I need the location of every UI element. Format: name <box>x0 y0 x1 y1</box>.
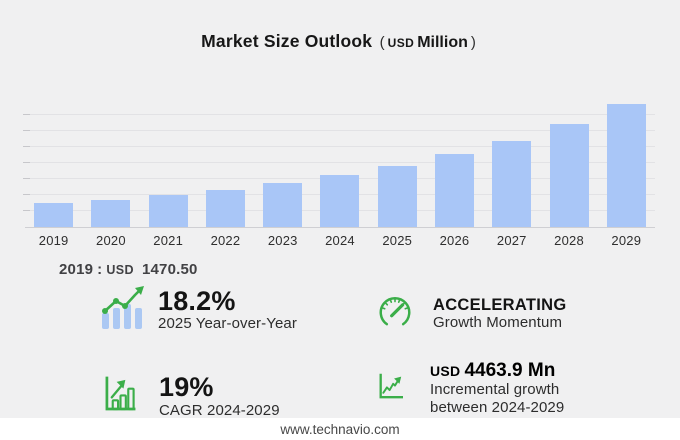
bar-2025 <box>377 165 417 227</box>
x-axis-label-2023: 2023 <box>267 233 298 248</box>
title-open-paren: ( <box>379 34 385 51</box>
stat-momentum-value: ACCELERATING <box>433 295 567 314</box>
x-axis-label-2025: 2025 <box>382 233 413 248</box>
bar-2026 <box>434 154 474 227</box>
base-year-separator: : <box>97 261 103 278</box>
bar-band-2021 <box>140 95 197 227</box>
gridline-5000 <box>23 145 655 147</box>
x-axis-label-2026: 2026 <box>439 233 470 248</box>
footer-bar: www.technavio.com <box>0 418 680 440</box>
bar-band-2028 <box>540 95 597 227</box>
bar-band-2029 <box>598 95 655 227</box>
bar-2022 <box>205 189 245 227</box>
bar-2027 <box>492 140 532 227</box>
bar-band-2027 <box>483 95 540 227</box>
bar-series <box>25 95 655 227</box>
stat-yoy-value: 18.2% <box>158 285 236 316</box>
bar-2023 <box>263 182 303 227</box>
website-url: www.technavio.com <box>280 421 400 437</box>
x-axis: 2019 2020 2021 2022 2023 2024 2025 2026 2027 2028… <box>25 233 655 248</box>
bar-2019 <box>34 203 74 227</box>
chart-title: Market Size Outlook (USD Million) <box>0 31 680 52</box>
gridline-7000 <box>23 113 655 115</box>
stat-momentum: ACCELERATING Growth Momentum <box>376 294 566 334</box>
title-close-paren: ) <box>470 34 476 51</box>
base-year: 2019 <box>59 261 94 278</box>
title-unit: Million <box>417 34 468 51</box>
bar-band-2019 <box>25 95 82 227</box>
growth-bars-icon <box>104 376 137 417</box>
base-year-annotation: 2019: USD 1470.50 <box>59 261 198 278</box>
stat-cagr: 19% CAGR 2024-2029 <box>104 372 280 420</box>
base-year-currency: USD <box>106 263 134 277</box>
bar-band-2025 <box>369 95 426 227</box>
stat-incremental-currency: USD <box>430 363 461 379</box>
trend-bars-icon <box>99 286 145 335</box>
stat-cagr-label: CAGR 2024-2029 <box>159 401 280 419</box>
bar-2021 <box>148 195 188 227</box>
base-year-value: 1470.50 <box>141 261 198 278</box>
stat-cagr-value: 19% <box>159 372 214 402</box>
x-axis-label-2019: 2019 <box>38 233 69 248</box>
x-axis-label-2020: 2020 <box>96 233 126 248</box>
gauge-icon <box>376 294 414 334</box>
stat-incremental: USD 4463.9 Mn Incremental growth between … <box>378 361 564 418</box>
gridline-6000 <box>23 129 655 131</box>
stat-yoy-label: 2025 Year-over-Year <box>158 315 297 333</box>
bar-band-2024 <box>311 95 368 227</box>
bar-2020 <box>91 199 131 227</box>
bar-band-2022 <box>197 95 254 227</box>
stat-yoy: 18.2% 2025 Year-over-Year <box>99 286 297 335</box>
title-currency: USD <box>387 36 415 50</box>
gridline-4000 <box>23 161 655 163</box>
x-axis-label-2029: 2029 <box>611 233 642 248</box>
x-axis-label-2027: 2027 <box>496 233 527 248</box>
bar-2028 <box>549 123 589 227</box>
title-main: Market Size Outlook <box>201 31 373 51</box>
bar-2024 <box>320 175 360 227</box>
line-chart-up-icon <box>378 372 404 406</box>
stat-incremental-label-line1: Incremental growth <box>430 380 560 398</box>
x-axis-label-2022: 2022 <box>210 233 241 248</box>
stat-momentum-label: Growth Momentum <box>433 313 563 331</box>
bar-band-2026 <box>426 95 483 227</box>
stat-incremental-label-line2: between 2024-2029 <box>430 399 565 417</box>
stat-incremental-value: USD 4463.9 Mn <box>430 360 556 381</box>
plot-area <box>23 95 655 228</box>
x-axis-label-2021: 2021 <box>153 233 184 248</box>
bar-2029 <box>606 103 646 227</box>
x-axis-label-2028: 2028 <box>554 233 584 248</box>
bar-band-2023 <box>254 95 311 227</box>
bar-band-2020 <box>82 95 139 227</box>
x-axis-label-2024: 2024 <box>325 233 355 248</box>
